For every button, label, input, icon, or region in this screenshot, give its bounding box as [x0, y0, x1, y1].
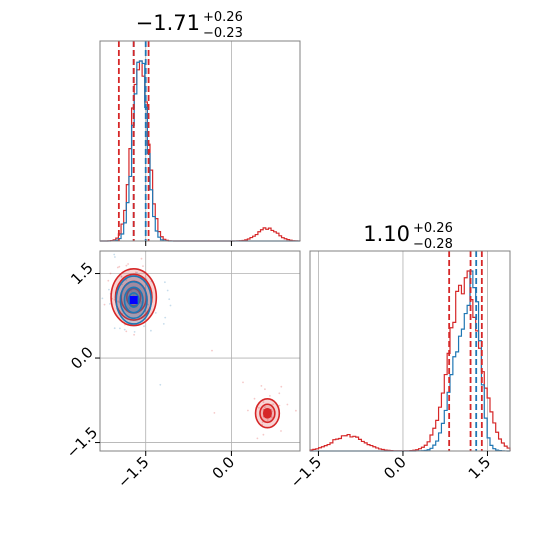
joint-best-fit-a	[129, 296, 138, 305]
joint-points-b2-13	[258, 407, 260, 409]
joint-points-b1-1	[140, 257, 143, 260]
joint-points-b2-25	[278, 404, 281, 407]
hist-2-xaxis-label-2: 1.5	[465, 453, 495, 483]
joint-points-b1-3	[133, 333, 136, 336]
joint-points-b2-26	[269, 395, 271, 397]
joint-frame	[99, 250, 301, 452]
joint-points-b1-29	[107, 279, 110, 282]
joint-points-b1-21	[126, 237, 128, 239]
joint-points-a1-39	[114, 256, 116, 258]
hist-2-series-a	[310, 270, 511, 452]
joint-points-a1-1	[130, 290, 133, 292]
joint-points-a1-24	[128, 307, 131, 310]
joint-points-b2-28	[286, 403, 289, 406]
joint-points-b2-15	[247, 409, 249, 412]
joint-points-a1-26	[140, 300, 143, 303]
joint-points-a1-11	[169, 304, 172, 307]
joint-points-b1-11	[92, 301, 94, 303]
joint-points-a1-2	[120, 276, 123, 278]
title-param-2-minus: −0.28	[413, 237, 453, 252]
joint-points-b1-15	[118, 265, 121, 268]
joint-points-a1-38	[108, 288, 110, 291]
joint-points-b2-4	[266, 419, 269, 421]
joint-points-b1-25	[116, 266, 119, 269]
joint-points-a1-5	[164, 281, 166, 284]
joint-yaxis-label-2: 1.5	[67, 259, 97, 289]
joint-points-b1-23	[142, 265, 144, 267]
joint-points-b1-39	[109, 272, 112, 275]
joint-points-b1-28	[127, 263, 129, 265]
joint-points-a1-27	[143, 325, 145, 328]
joint-points-a1-29	[133, 331, 136, 333]
joint-points-a1-18	[154, 312, 157, 314]
hist-1-series-a	[100, 60, 300, 242]
joint-points-b2-11	[256, 437, 259, 440]
joint-points-b1-14	[140, 302, 142, 304]
joint-points-b2-18	[242, 381, 244, 384]
joint-points-b2-9	[264, 388, 266, 391]
joint-points-b2-23	[284, 465, 286, 467]
title-param-2-plus: +0.26	[413, 221, 453, 236]
joint-points-a1-25	[150, 329, 152, 332]
joint-points-a1-32	[125, 279, 128, 282]
joint-points-a1-6	[168, 298, 171, 301]
hist-2-xaxis-label-0: −1.5	[287, 453, 325, 491]
joint-points-b1-30	[103, 303, 106, 306]
joint-points-b2-3	[271, 416, 274, 419]
joint-points-b1-0	[211, 349, 213, 352]
joint-points-a1-14	[113, 253, 116, 256]
joint-points-a1-0	[159, 383, 162, 386]
joint-points-a1-20	[101, 297, 104, 300]
joint-points-b2-14	[264, 406, 266, 408]
joint-yaxis-label-1: 0.0	[67, 343, 97, 373]
joint-points-a1-31	[132, 293, 135, 296]
joint-points-b2-0	[213, 412, 216, 414]
joint-points-a1-28	[166, 289, 169, 292]
joint-contours	[90, 237, 297, 467]
joint-points-a1-9	[164, 316, 167, 319]
joint-points-b1-38	[120, 275, 123, 278]
joint-points-a1-36	[90, 299, 92, 301]
joint-points-b2-21	[262, 401, 265, 403]
joint-points-a1-17	[109, 303, 111, 305]
joint-points-a1-10	[162, 323, 165, 325]
joint-points-b2-8	[272, 403, 275, 405]
joint-points-a1-3	[123, 328, 126, 331]
hist-1-series-b	[100, 60, 301, 242]
joint-points-b2-12	[295, 409, 297, 412]
hist-2-series-b	[309, 270, 511, 452]
title-param-1-minus: −0.23	[203, 26, 243, 41]
joint-points-b2-22	[253, 397, 256, 400]
joint-points-b2-5	[280, 430, 282, 432]
joint-points-a1-23	[119, 327, 121, 330]
joint-points-b1-2	[117, 300, 119, 303]
hist-2-xaxis-label-1: 0.0	[380, 453, 410, 483]
joint-points-b2-2	[280, 385, 283, 388]
hist-2-frame	[309, 250, 511, 452]
joint-xaxis-label-1: 0.0	[209, 453, 239, 483]
joint-xaxis-label-0: −1.5	[114, 453, 152, 491]
joint-points-b1-18	[125, 264, 128, 267]
joint-points-b1-7	[125, 330, 128, 333]
title-param-1: −1.71	[136, 11, 200, 35]
joint-points-b2-1	[262, 433, 265, 436]
hist-1-frame	[99, 40, 301, 242]
joint-points-b2-6	[261, 421, 264, 423]
joint-points-b2-29	[278, 392, 281, 395]
plot-layer: −1.5 0.0 1.5−1.5 0.0−1.50.01.5	[63, 40, 511, 492]
title-param-2: 1.10	[363, 222, 410, 246]
joint-points-b1-31	[134, 271, 137, 274]
joint-points-b2-24	[260, 385, 263, 387]
title-param-1-plus: +0.26	[203, 10, 243, 25]
joint-best-fit-b	[263, 409, 272, 418]
joint-points-a1-13	[147, 303, 150, 306]
joint-points-a1-8	[136, 271, 139, 274]
joint-points-a1-30	[113, 327, 116, 330]
